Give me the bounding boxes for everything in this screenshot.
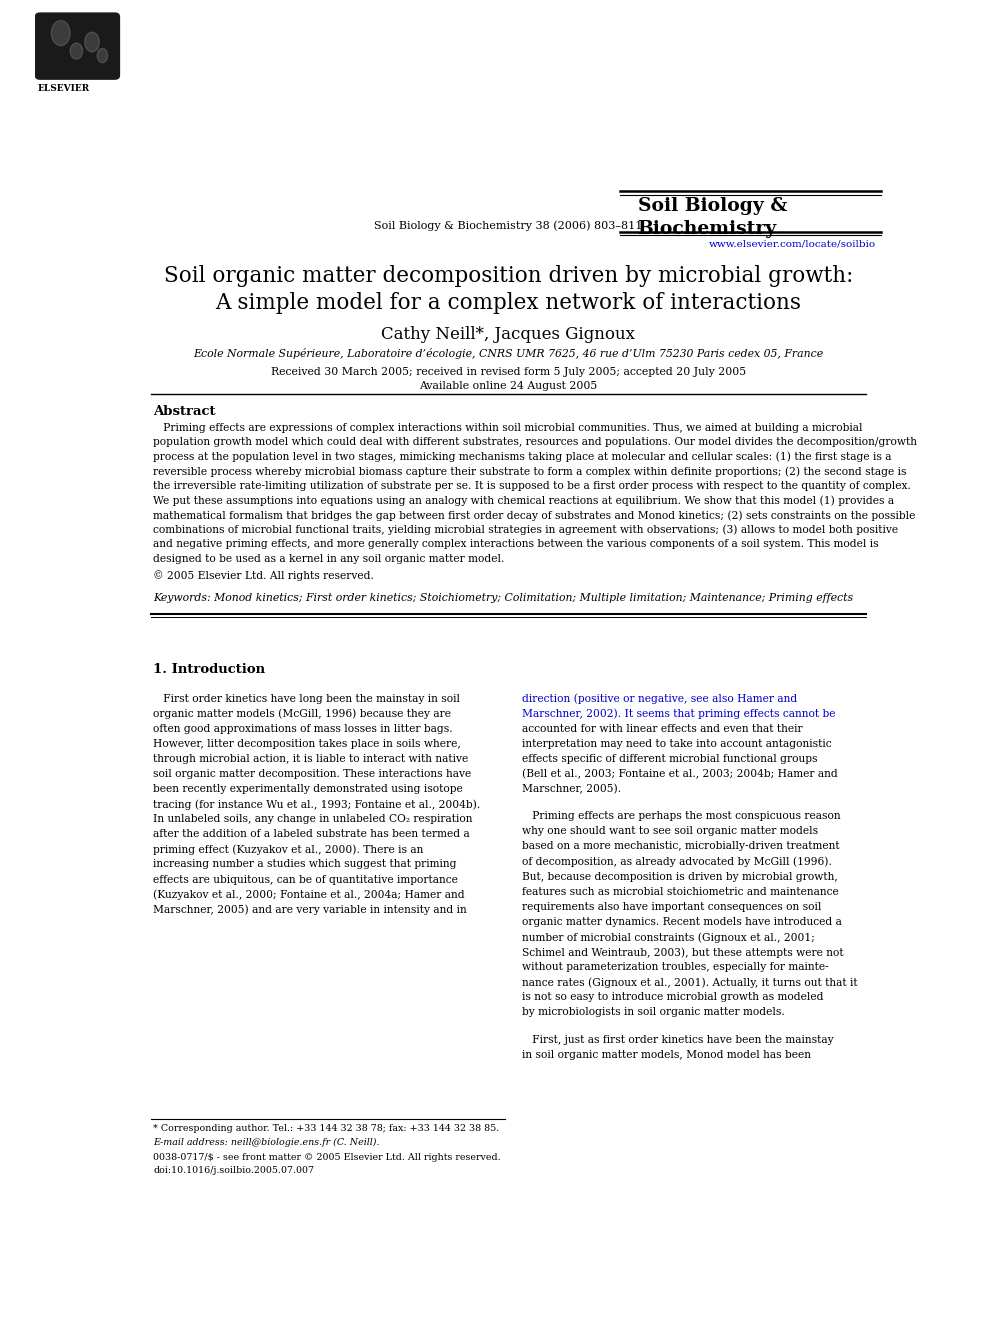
Text: organic matter models (McGill, 1996) because they are: organic matter models (McGill, 1996) bec… <box>153 709 451 720</box>
Ellipse shape <box>52 20 70 46</box>
Text: doi:10.1016/j.soilbio.2005.07.007: doi:10.1016/j.soilbio.2005.07.007 <box>153 1167 314 1175</box>
Text: and negative priming effects, and more generally complex interactions between th: and negative priming effects, and more g… <box>153 540 879 549</box>
Text: (Bell et al., 2003; Fontaine et al., 2003; 2004b; Hamer and: (Bell et al., 2003; Fontaine et al., 200… <box>522 769 838 779</box>
Text: direction (positive or negative, see also Hamer and: direction (positive or negative, see als… <box>522 693 798 704</box>
Text: reversible process whereby microbial biomass capture their substrate to form a c: reversible process whereby microbial bio… <box>153 466 907 476</box>
Text: of decomposition, as already advocated by McGill (1996).: of decomposition, as already advocated b… <box>522 856 832 867</box>
Text: often good approximations of mass losses in litter bags.: often good approximations of mass losses… <box>153 724 452 734</box>
Text: why one should want to see soil organic matter models: why one should want to see soil organic … <box>522 827 818 836</box>
Text: effects specific of different microbial functional groups: effects specific of different microbial … <box>522 754 817 763</box>
Text: First, just as first order kinetics have been the mainstay: First, just as first order kinetics have… <box>522 1035 834 1045</box>
Text: 1. Introduction: 1. Introduction <box>153 663 265 676</box>
Text: First order kinetics have long been the mainstay in soil: First order kinetics have long been the … <box>153 693 460 704</box>
Text: tracing (for instance Wu et al., 1993; Fontaine et al., 2004b).: tracing (for instance Wu et al., 1993; F… <box>153 799 480 810</box>
Text: (Kuzyakov et al., 2000; Fontaine et al., 2004a; Hamer and: (Kuzyakov et al., 2000; Fontaine et al.,… <box>153 889 465 900</box>
Text: ELSEVIER: ELSEVIER <box>38 85 90 94</box>
Text: Abstract: Abstract <box>153 405 215 418</box>
Text: Marschner, 2002). It seems that priming effects cannot be: Marschner, 2002). It seems that priming … <box>522 709 835 720</box>
Text: priming effect (Kuzyakov et al., 2000). There is an: priming effect (Kuzyakov et al., 2000). … <box>153 844 424 855</box>
Text: soil organic matter decomposition. These interactions have: soil organic matter decomposition. These… <box>153 769 471 779</box>
Text: mathematical formalism that bridges the gap between first order decay of substra: mathematical formalism that bridges the … <box>153 509 916 520</box>
Text: Ecole Normale Supérieure, Laboratoire d’écologie, CNRS UMR 7625, 46 rue d’Ulm 75: Ecole Normale Supérieure, Laboratoire d’… <box>193 348 823 360</box>
Text: combinations of microbial functional traits, yielding microbial strategies in ag: combinations of microbial functional tra… <box>153 525 899 534</box>
Text: 0038-0717/$ - see front matter © 2005 Elsevier Ltd. All rights reserved.: 0038-0717/$ - see front matter © 2005 El… <box>153 1154 501 1162</box>
Text: population growth model which could deal with different substrates, resources an: population growth model which could deal… <box>153 437 918 447</box>
Text: Schimel and Weintraub, 2003), but these attempts were not: Schimel and Weintraub, 2003), but these … <box>522 947 844 958</box>
Text: features such as microbial stoichiometric and maintenance: features such as microbial stoichiometri… <box>522 886 839 897</box>
Ellipse shape <box>70 42 82 60</box>
Text: However, litter decomposition takes place in soils where,: However, litter decomposition takes plac… <box>153 738 461 749</box>
Text: designed to be used as a kernel in any soil organic matter model.: designed to be used as a kernel in any s… <box>153 554 505 564</box>
Text: Priming effects are expressions of complex interactions within soil microbial co: Priming effects are expressions of compl… <box>153 422 863 433</box>
Text: is not so easy to introduce microbial growth as modeled: is not so easy to introduce microbial gr… <box>522 992 823 1003</box>
Text: through microbial action, it is liable to interact with native: through microbial action, it is liable t… <box>153 754 468 763</box>
Text: nance rates (Gignoux et al., 2001). Actually, it turns out that it: nance rates (Gignoux et al., 2001). Actu… <box>522 978 858 988</box>
Text: number of microbial constraints (Gignoux et al., 2001;: number of microbial constraints (Gignoux… <box>522 931 815 942</box>
Text: organic matter dynamics. Recent models have introduced a: organic matter dynamics. Recent models h… <box>522 917 842 927</box>
Text: Available online 24 August 2005: Available online 24 August 2005 <box>420 381 597 390</box>
Text: Marschner, 2005).: Marschner, 2005). <box>522 785 621 794</box>
Text: Cathy Neill*, Jacques Gignoux: Cathy Neill*, Jacques Gignoux <box>381 325 636 343</box>
Text: without parameterization troubles, especially for mainte-: without parameterization troubles, espec… <box>522 962 829 972</box>
FancyBboxPatch shape <box>35 12 120 79</box>
Text: been recently experimentally demonstrated using isotope: been recently experimentally demonstrate… <box>153 785 463 794</box>
Text: © 2005 Elsevier Ltd. All rights reserved.: © 2005 Elsevier Ltd. All rights reserved… <box>153 570 374 581</box>
Text: in soil organic matter models, Monod model has been: in soil organic matter models, Monod mod… <box>522 1049 811 1060</box>
Text: Marschner, 2005) and are very variable in intensity and in: Marschner, 2005) and are very variable i… <box>153 905 467 916</box>
Text: E-mail address: neill@biologie.ens.fr (C. Neill).: E-mail address: neill@biologie.ens.fr (C… <box>153 1138 380 1147</box>
Text: Keywords: Monod kinetics; First order kinetics; Stoichiometry; Colimitation; Mul: Keywords: Monod kinetics; First order ki… <box>153 593 853 603</box>
Ellipse shape <box>97 49 108 62</box>
Text: Priming effects are perhaps the most conspicuous reason: Priming effects are perhaps the most con… <box>522 811 841 822</box>
Text: In unlabeled soils, any change in unlabeled CO₂ respiration: In unlabeled soils, any change in unlabe… <box>153 814 473 824</box>
Text: the irreversible rate-limiting utilization of substrate per se. It is supposed t: the irreversible rate-limiting utilizati… <box>153 480 911 491</box>
Text: * Corresponding author. Tel.: +33 144 32 38 78; fax: +33 144 32 38 85.: * Corresponding author. Tel.: +33 144 32… <box>153 1125 499 1134</box>
Text: Soil organic matter decomposition driven by microbial growth:: Soil organic matter decomposition driven… <box>164 265 853 287</box>
Text: effects are ubiquitous, can be of quantitative importance: effects are ubiquitous, can be of quanti… <box>153 875 458 885</box>
Text: requirements also have important consequences on soil: requirements also have important consequ… <box>522 902 821 912</box>
Text: But, because decomposition is driven by microbial growth,: But, because decomposition is driven by … <box>522 872 838 881</box>
Text: A simple model for a complex network of interactions: A simple model for a complex network of … <box>215 292 802 314</box>
Text: by microbiologists in soil organic matter models.: by microbiologists in soil organic matte… <box>522 1007 785 1017</box>
Text: based on a more mechanistic, microbially-driven treatment: based on a more mechanistic, microbially… <box>522 841 840 852</box>
Text: interpretation may need to take into account antagonistic: interpretation may need to take into acc… <box>522 738 832 749</box>
Text: accounted for with linear effects and even that their: accounted for with linear effects and ev… <box>522 724 803 734</box>
Ellipse shape <box>84 32 99 52</box>
Text: after the addition of a labeled substrate has been termed a: after the addition of a labeled substrat… <box>153 830 470 839</box>
Text: increasing number a studies which suggest that priming: increasing number a studies which sugges… <box>153 860 456 869</box>
Text: Received 30 March 2005; received in revised form 5 July 2005; accepted 20 July 2: Received 30 March 2005; received in revi… <box>271 366 746 377</box>
Text: process at the population level in two stages, mimicking mechanisms taking place: process at the population level in two s… <box>153 451 892 462</box>
Text: Soil Biology & Biochemistry 38 (2006) 803–811: Soil Biology & Biochemistry 38 (2006) 80… <box>374 221 643 232</box>
Text: We put these assumptions into equations using an analogy with chemical reactions: We put these assumptions into equations … <box>153 495 895 505</box>
Text: Soil Biology &
Biochemistry: Soil Biology & Biochemistry <box>638 197 787 238</box>
Text: www.elsevier.com/locate/soilbio: www.elsevier.com/locate/soilbio <box>708 239 876 249</box>
